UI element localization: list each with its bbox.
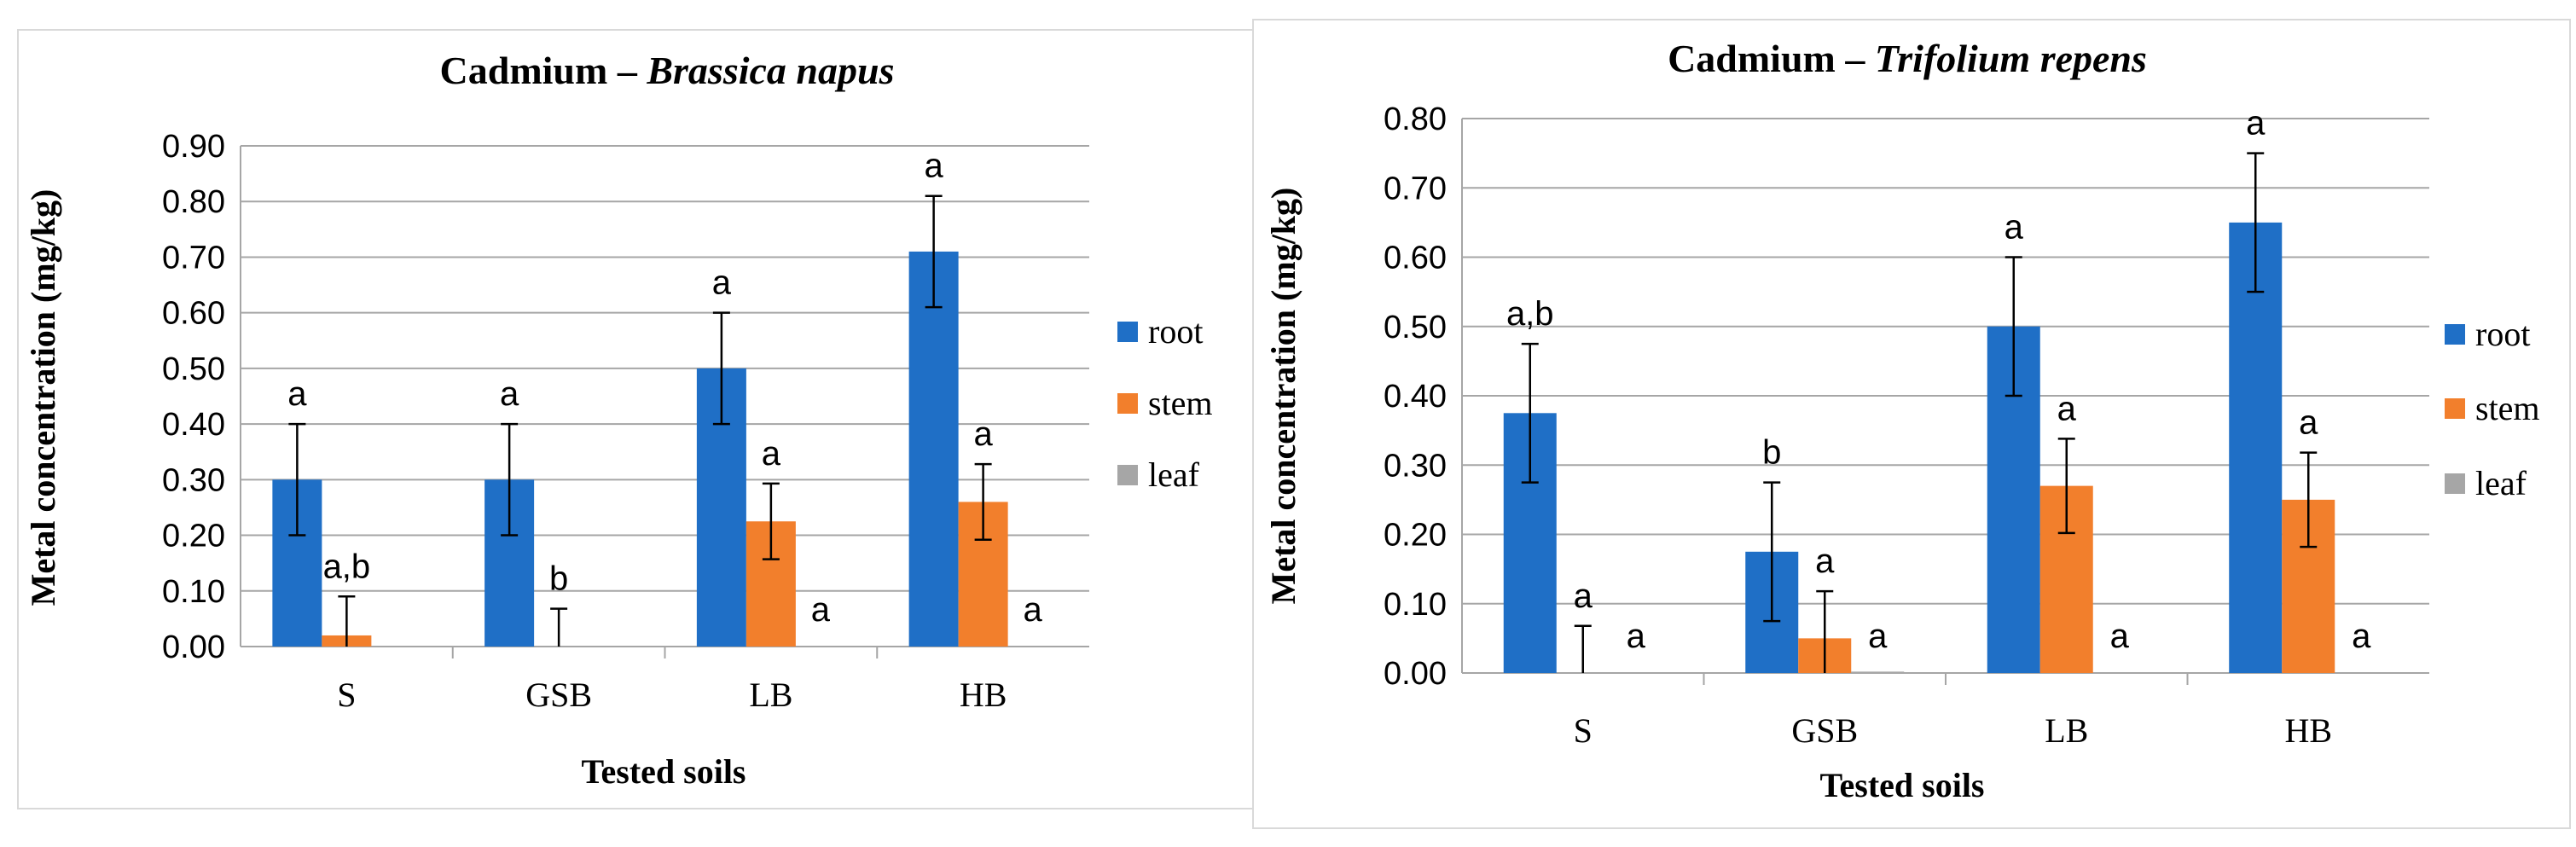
legend-label-stem: stem (2475, 389, 2540, 427)
bar-root (908, 251, 959, 647)
significance-label: a (2057, 390, 2077, 427)
legend-label-leaf: leaf (2475, 464, 2527, 502)
significance-label: a (712, 264, 732, 302)
x-category-label: HB (960, 676, 1007, 714)
significance-label: a (2246, 105, 2266, 142)
y-tick-label: 0.80 (1384, 102, 1447, 137)
chart-trifolium-repens: Cadmium – Trifolium repens 0.00 0.10 0.20 0.… (1252, 19, 2571, 829)
chart-title-prefix: Cadmium – (440, 49, 647, 92)
significance-label: a (1868, 618, 1888, 655)
y-tick-label: 0.60 (162, 296, 225, 332)
y-axis-title: Metal concentration (mg/kg) (1264, 188, 1303, 605)
significance-label: a (2299, 404, 2318, 442)
significance-label: a (1815, 542, 1835, 580)
y-tick-label: 0.50 (1384, 310, 1447, 345)
chart-title: Cadmium – Brassica napus (440, 49, 895, 92)
y-tick-label: 0.10 (1384, 587, 1447, 623)
x-category-label: LB (749, 676, 792, 714)
y-tick-label: 0.30 (162, 462, 225, 498)
significance-label: a (762, 435, 781, 473)
chart-title-prefix: Cadmium – (1668, 37, 1875, 80)
legend-swatch-leaf (2445, 473, 2465, 494)
y-tick-label: 0.70 (162, 240, 225, 276)
y-tick-label: 0.30 (1384, 448, 1447, 484)
x-axis-title: Tested soils (581, 752, 746, 791)
significance-label: a,b (1506, 295, 1554, 333)
y-tick-label: 0.20 (1384, 518, 1447, 554)
y-tick-label: 0.00 (162, 629, 225, 665)
y-tick-label: 0.90 (162, 129, 225, 165)
x-category-label: S (337, 676, 356, 714)
significance-label: a (974, 415, 994, 453)
significance-label: a (2005, 209, 2024, 247)
chart-title-species: Trifolium repens (1875, 37, 2147, 80)
y-axis-title: Metal concentration (mg/kg) (24, 189, 62, 606)
significance-label: a (2110, 618, 2130, 655)
y-tick-label: 0.10 (162, 574, 225, 610)
y-tick-label: 0.40 (1384, 379, 1447, 415)
y-tick-label: 0.80 (162, 184, 225, 220)
x-axis-title: Tested soils (1819, 766, 1984, 804)
significance-label: a (1024, 591, 1043, 629)
legend-swatch-root (1117, 322, 1138, 342)
y-tick-label: 0.60 (1384, 241, 1447, 276)
x-category-label: GSB (1791, 711, 1858, 750)
significance-label: a (2352, 618, 2371, 655)
y-tick-label: 0.50 (162, 351, 225, 387)
x-category-label: LB (2045, 711, 2088, 750)
x-category-label: HB (2284, 711, 2332, 750)
chart-svg-brassica: Cadmium – Brassica napus 0.00 0.10 0.20 0.30… (24, 49, 1213, 791)
y-tick-label: 0.40 (162, 407, 225, 443)
y-tick-label: 0.00 (1384, 656, 1447, 692)
legend-swatch-stem (1117, 393, 1138, 414)
chart-title: Cadmium – Trifolium repens (1668, 37, 2147, 80)
significance-label: a (287, 375, 307, 413)
significance-label: b (549, 560, 568, 598)
bar-leaf (1851, 671, 1905, 673)
y-tick-label: 0.70 (1384, 171, 1447, 206)
legend-label-leaf: leaf (1148, 455, 1200, 494)
legend-label-stem: stem (1148, 384, 1213, 422)
legend-swatch-leaf (1117, 465, 1138, 485)
x-category-label: GSB (525, 676, 592, 714)
legend-label-root: root (1148, 312, 1203, 351)
chart-title-species: Brassica napus (646, 49, 894, 92)
significance-label: a (1627, 618, 1646, 655)
legend-label-root: root (2475, 315, 2530, 353)
significance-label: a (925, 148, 944, 185)
chart-svg-trifolium: Cadmium – Trifolium repens 0.00 0.10 0.20 0.… (1264, 37, 2540, 804)
significance-label: b (1762, 434, 1781, 472)
significance-label: a (1574, 577, 1593, 615)
significance-label: a (811, 591, 831, 629)
chart-brassica-napus: Cadmium – Brassica napus 0.00 0.10 0.20 0.30… (17, 29, 1254, 809)
significance-label: a (500, 375, 519, 413)
bar-root (2229, 222, 2283, 673)
legend-swatch-root (2445, 324, 2465, 345)
x-category-label: S (1574, 711, 1593, 750)
significance-label: a,b (323, 548, 371, 585)
legend-swatch-stem (2445, 398, 2465, 419)
y-tick-label: 0.20 (162, 519, 225, 554)
